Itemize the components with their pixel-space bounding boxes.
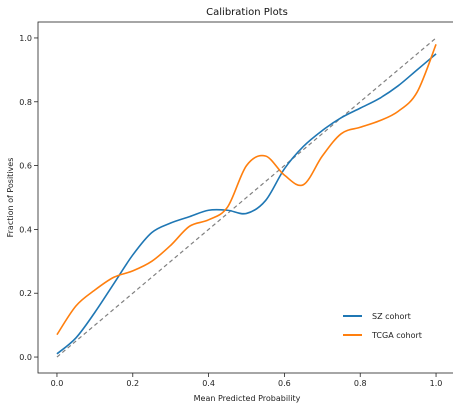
plot-area-frame — [37, 21, 453, 374]
y-tick-label: 0.6 — [19, 162, 32, 171]
x-axis-label: Mean Predicted Probability — [194, 394, 301, 403]
legend-label-sz-cohort: SZ cohort — [372, 312, 411, 321]
plot-layer — [56, 37, 437, 358]
x-tick-label: 0.4 — [202, 379, 215, 388]
tick-layer: 0.0 0.2 0.4 0.6 0.8 1.0 0.0 0.2 0.4 0.6 0.8 1.0 — [19, 34, 442, 388]
series-line-tcga-cohort — [56, 44, 437, 336]
y-tick-label: 0.2 — [19, 289, 32, 298]
x-tick-label: 1.0 — [430, 379, 443, 388]
x-tick-label: 0.2 — [126, 379, 139, 388]
x-tick-label: 0.8 — [354, 379, 367, 388]
legend: SZ cohort TCGA cohort — [343, 312, 422, 340]
x-tick-label: 0.0 — [51, 379, 64, 388]
reference-diagonal-line — [56, 37, 437, 358]
chart-title: Calibration Plots — [206, 7, 288, 18]
y-tick-label: 0.4 — [19, 225, 32, 234]
y-tick-label: 0.0 — [19, 353, 32, 362]
y-axis-label: Fraction of Positives — [6, 158, 15, 238]
y-tick-label: 1.0 — [19, 34, 32, 43]
y-tick-label: 0.8 — [19, 98, 32, 107]
legend-label-tcga-cohort: TCGA cohort — [371, 331, 422, 340]
x-tick-label: 0.6 — [278, 379, 291, 388]
